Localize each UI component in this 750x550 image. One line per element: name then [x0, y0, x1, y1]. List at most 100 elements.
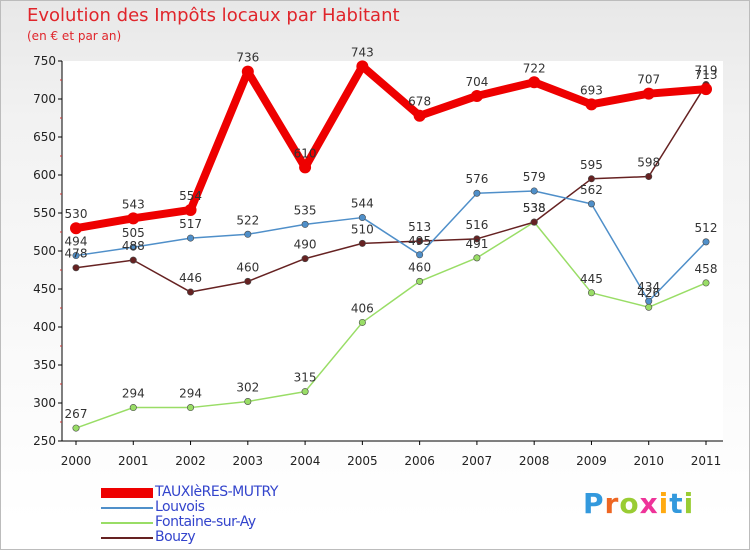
data-label-bouzy: 516 [465, 218, 488, 232]
data-label-tauxi-res-mutry: 693 [580, 83, 603, 97]
logo-letter: P [583, 487, 605, 520]
series-line-tauxi-res-mutry [72, 62, 710, 233]
data-point-tauxi-res-mutry [184, 203, 197, 216]
x-tick-label: 2009 [576, 454, 607, 468]
data-label-louvois: 535 [294, 203, 317, 217]
data-label-fontaine-sur-ay: 445 [580, 272, 603, 286]
data-point-louvois [72, 252, 80, 260]
y-tick-label: 750 [33, 54, 56, 68]
data-label-tauxi-res-mutry: 722 [523, 61, 546, 75]
data-label-bouzy: 490 [294, 238, 317, 252]
x-tick-label: 2007 [462, 454, 493, 468]
y-tick-label: 600 [33, 168, 56, 182]
y-tick-label: 300 [33, 396, 56, 410]
data-label-louvois: 522 [236, 213, 259, 227]
x-tick-label: 2010 [633, 454, 664, 468]
data-label-fontaine-sur-ay: 294 [179, 387, 202, 401]
data-point-tauxi-res-mutry [70, 222, 82, 235]
y-tick-label: 450 [33, 282, 56, 296]
data-point-louvois [473, 189, 481, 197]
y-tick-label: 350 [33, 358, 56, 372]
data-point-bouzy [358, 239, 366, 247]
data-label-louvois: 576 [465, 172, 488, 186]
proxiti-logo: Proxiti [583, 487, 694, 520]
data-label-fontaine-sur-ay: 267 [65, 407, 88, 421]
data-point-bouzy [645, 173, 653, 181]
data-label-tauxi-res-mutry: 736 [236, 51, 259, 65]
data-point-tauxi-res-mutry [356, 60, 369, 73]
legend-label-bouzy: Bouzy [155, 529, 196, 545]
data-point-fontaine-sur-ay [473, 254, 481, 262]
data-label-louvois: 495 [408, 234, 431, 248]
data-label-fontaine-sur-ay: 406 [351, 301, 374, 315]
data-point-fontaine-sur-ay [702, 279, 710, 287]
plot-area [62, 61, 723, 441]
legend-label-louvois: Louvois [155, 499, 205, 515]
data-point-bouzy [301, 255, 309, 263]
data-label-fontaine-sur-ay: 302 [236, 380, 259, 394]
data-point-fontaine-sur-ay [187, 404, 195, 412]
x-tick-label: 2002 [175, 454, 206, 468]
data-label-fontaine-sur-ay: 426 [637, 286, 660, 300]
logo-letter: x [639, 487, 659, 520]
data-point-bouzy [244, 277, 252, 285]
data-label-louvois: 517 [179, 217, 202, 231]
data-label-tauxi-res-mutry: 678 [408, 95, 431, 109]
data-label-louvois: 494 [65, 235, 88, 249]
data-point-bouzy [473, 235, 481, 243]
data-point-louvois [587, 200, 595, 208]
series-line-bouzy [75, 83, 707, 293]
data-label-bouzy: 719 [695, 64, 718, 78]
data-point-tauxi-res-mutry [528, 76, 541, 89]
data-label-bouzy: 460 [236, 260, 259, 274]
data-point-bouzy [530, 218, 538, 226]
y-tick-label: 650 [33, 130, 56, 144]
data-label-bouzy: 538 [523, 201, 546, 215]
data-point-louvois [244, 230, 252, 238]
data-label-bouzy: 478 [65, 247, 88, 261]
data-point-fontaine-sur-ay [416, 277, 424, 285]
data-point-tauxi-res-mutry [413, 109, 426, 122]
data-point-fontaine-sur-ay [244, 397, 252, 405]
x-tick-label: 2008 [519, 454, 550, 468]
data-point-tauxi-res-mutry [585, 98, 598, 111]
data-label-tauxi-res-mutry: 743 [351, 45, 374, 59]
data-point-fontaine-sur-ay [72, 424, 80, 432]
data-point-bouzy [129, 256, 137, 264]
data-point-louvois [530, 187, 538, 195]
data-label-bouzy: 446 [179, 271, 202, 285]
data-label-tauxi-res-mutry: 543 [122, 197, 145, 211]
logo-letter: o [619, 487, 640, 520]
data-label-louvois: 512 [695, 221, 718, 235]
data-label-tauxi-res-mutry: 554 [179, 189, 202, 203]
x-tick-label: 2001 [118, 454, 149, 468]
data-point-fontaine-sur-ay [129, 404, 137, 412]
legend-label-fontaine-sur-ay: Fontaine-sur-Ay [155, 514, 256, 530]
data-label-louvois: 579 [523, 170, 546, 184]
data-point-louvois [187, 234, 195, 242]
data-label-louvois: 562 [580, 183, 603, 197]
data-point-tauxi-res-mutry [700, 83, 712, 96]
data-label-fontaine-sur-ay: 458 [695, 262, 718, 276]
data-label-bouzy: 513 [408, 220, 431, 234]
data-label-louvois: 434 [637, 280, 660, 294]
y-tick-label: 700 [33, 92, 56, 106]
data-label-tauxi-res-mutry: 707 [637, 73, 660, 87]
data-point-bouzy [187, 288, 195, 296]
y-tick-label: 400 [33, 320, 56, 334]
data-label-louvois: 505 [122, 226, 145, 240]
legend-swatch-tauxieres-mutry [101, 488, 153, 498]
data-point-fontaine-sur-ay [301, 388, 309, 396]
legend-label-tauxieres-mutry: TAUXIèRES-MUTRY [155, 484, 278, 500]
data-label-tauxi-res-mutry: 704 [465, 75, 488, 89]
data-point-tauxi-res-mutry [642, 87, 655, 100]
data-label-louvois: 544 [351, 197, 374, 211]
data-label-tauxi-res-mutry: 530 [65, 207, 88, 221]
chart-subtitle: (en € et par an) [27, 29, 122, 43]
data-label-fontaine-sur-ay: 315 [294, 371, 317, 385]
x-tick-label: 2004 [290, 454, 321, 468]
data-point-louvois [416, 251, 424, 259]
data-point-tauxi-res-mutry [299, 161, 312, 174]
data-point-bouzy [587, 175, 595, 183]
